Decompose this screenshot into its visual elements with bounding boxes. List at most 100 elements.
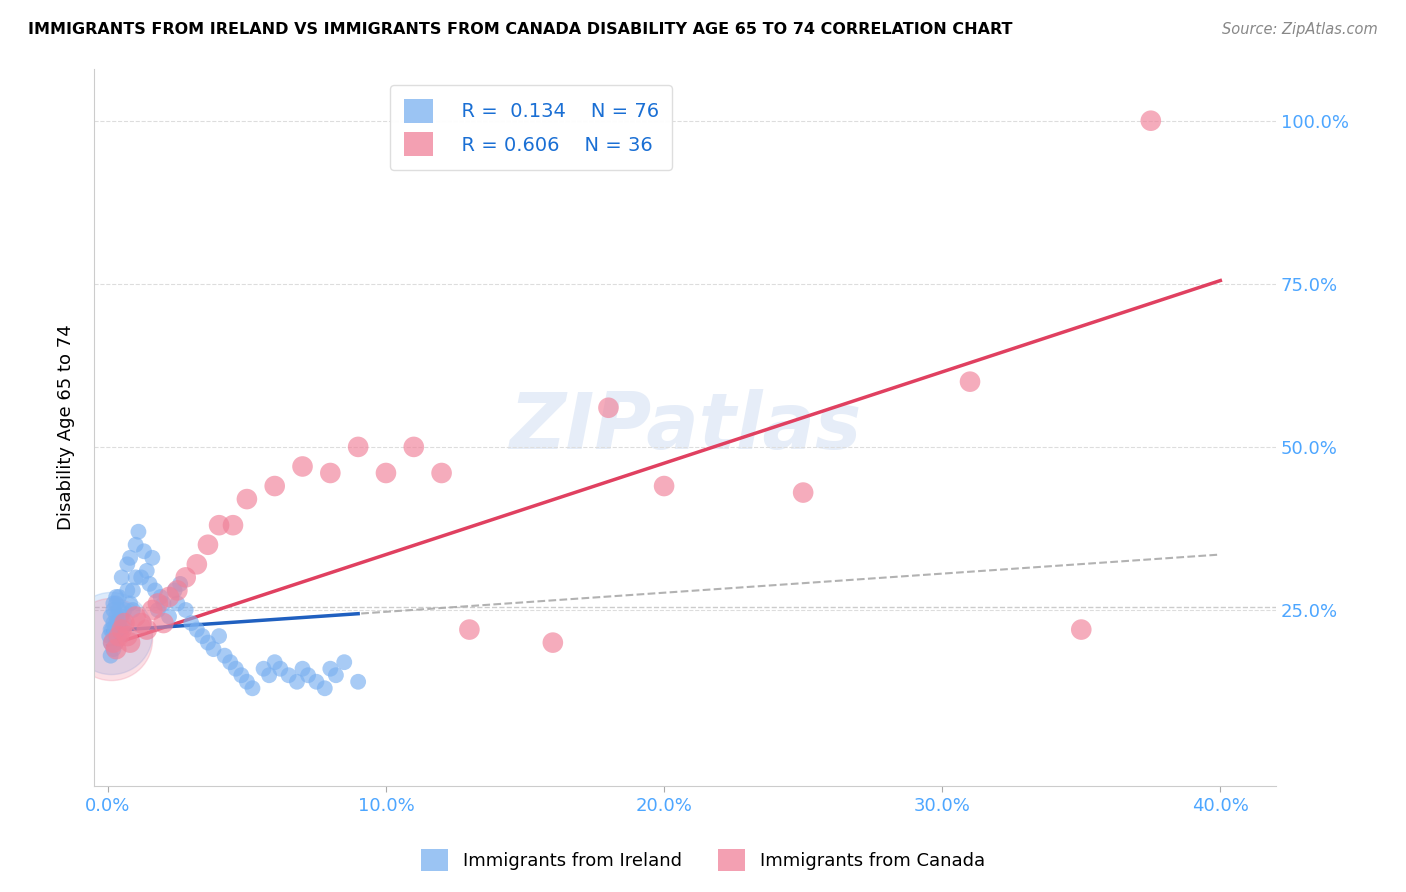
Point <box>458 623 481 637</box>
Point <box>108 629 131 643</box>
Point <box>103 629 125 643</box>
Point <box>103 615 125 630</box>
Point <box>222 518 245 533</box>
Point <box>1070 623 1092 637</box>
Point <box>122 583 145 598</box>
Point <box>285 674 308 689</box>
Point <box>180 615 202 630</box>
Point <box>152 615 174 630</box>
Point <box>402 440 425 454</box>
Text: IMMIGRANTS FROM IRELAND VS IMMIGRANTS FROM CANADA DISABILITY AGE 65 TO 74 CORREL: IMMIGRANTS FROM IRELAND VS IMMIGRANTS FR… <box>28 22 1012 37</box>
Point <box>375 466 398 480</box>
Point <box>242 681 264 696</box>
Point <box>132 544 155 558</box>
Point <box>100 648 122 663</box>
Point <box>120 550 142 565</box>
Point <box>231 668 253 682</box>
Point <box>163 583 186 598</box>
Point <box>157 609 180 624</box>
Point <box>100 609 122 624</box>
Point <box>277 668 299 682</box>
Point <box>174 603 197 617</box>
Point <box>319 466 342 480</box>
Point <box>120 635 142 649</box>
Point <box>319 662 342 676</box>
Point <box>169 577 191 591</box>
Point <box>117 629 139 643</box>
Point <box>149 590 172 604</box>
Point <box>430 466 453 480</box>
Point <box>598 401 620 415</box>
Point <box>124 570 146 584</box>
Point <box>135 623 157 637</box>
Point <box>129 615 152 630</box>
Point <box>105 597 128 611</box>
Point <box>314 681 336 696</box>
Point <box>214 648 236 663</box>
Point <box>98 629 121 643</box>
Point <box>127 524 149 539</box>
Point <box>103 597 125 611</box>
Point <box>225 662 247 676</box>
Point <box>325 668 347 682</box>
Point <box>197 635 219 649</box>
Point <box>135 564 157 578</box>
Point <box>1139 113 1161 128</box>
Point <box>263 655 285 669</box>
Point <box>202 642 225 657</box>
Point <box>105 590 128 604</box>
Point <box>191 629 214 643</box>
Point <box>166 583 188 598</box>
Point <box>297 668 319 682</box>
Point <box>257 668 280 682</box>
Point <box>269 662 291 676</box>
Point <box>236 492 259 507</box>
Point <box>101 623 124 637</box>
Point <box>103 635 125 649</box>
Point <box>174 570 197 584</box>
Point <box>124 609 146 624</box>
Point <box>236 674 259 689</box>
Point <box>117 558 139 572</box>
Point <box>143 583 166 598</box>
Point <box>541 635 564 649</box>
Point <box>291 459 314 474</box>
Point <box>166 597 188 611</box>
Point <box>208 629 231 643</box>
Point <box>138 577 160 591</box>
Point <box>129 570 152 584</box>
Legend:   R =  0.134    N = 76,   R = 0.606    N = 36: R = 0.134 N = 76, R = 0.606 N = 36 <box>391 86 672 169</box>
Point <box>652 479 675 493</box>
Point <box>186 558 208 572</box>
Point <box>333 655 356 669</box>
Point <box>103 642 125 657</box>
Point <box>197 538 219 552</box>
Point <box>120 597 142 611</box>
Legend: Immigrants from Ireland, Immigrants from Canada: Immigrants from Ireland, Immigrants from… <box>415 842 991 879</box>
Point <box>105 615 128 630</box>
Point <box>157 590 180 604</box>
Point <box>141 550 163 565</box>
Point <box>100 623 122 637</box>
Point <box>124 538 146 552</box>
Point <box>108 590 131 604</box>
Point <box>111 623 134 637</box>
Text: Source: ZipAtlas.com: Source: ZipAtlas.com <box>1222 22 1378 37</box>
Point <box>122 603 145 617</box>
Point <box>114 615 136 630</box>
Point <box>305 674 328 689</box>
Point <box>792 485 814 500</box>
Point <box>152 597 174 611</box>
Text: ZIPatlas: ZIPatlas <box>509 389 860 466</box>
Point <box>208 518 231 533</box>
Point <box>111 609 134 624</box>
Point <box>108 615 131 630</box>
Point <box>100 635 122 649</box>
Point <box>105 635 128 649</box>
Point <box>111 623 134 637</box>
Point <box>141 603 163 617</box>
Point <box>146 597 169 611</box>
Point <box>100 632 122 647</box>
Point <box>263 479 285 493</box>
Point <box>347 674 370 689</box>
